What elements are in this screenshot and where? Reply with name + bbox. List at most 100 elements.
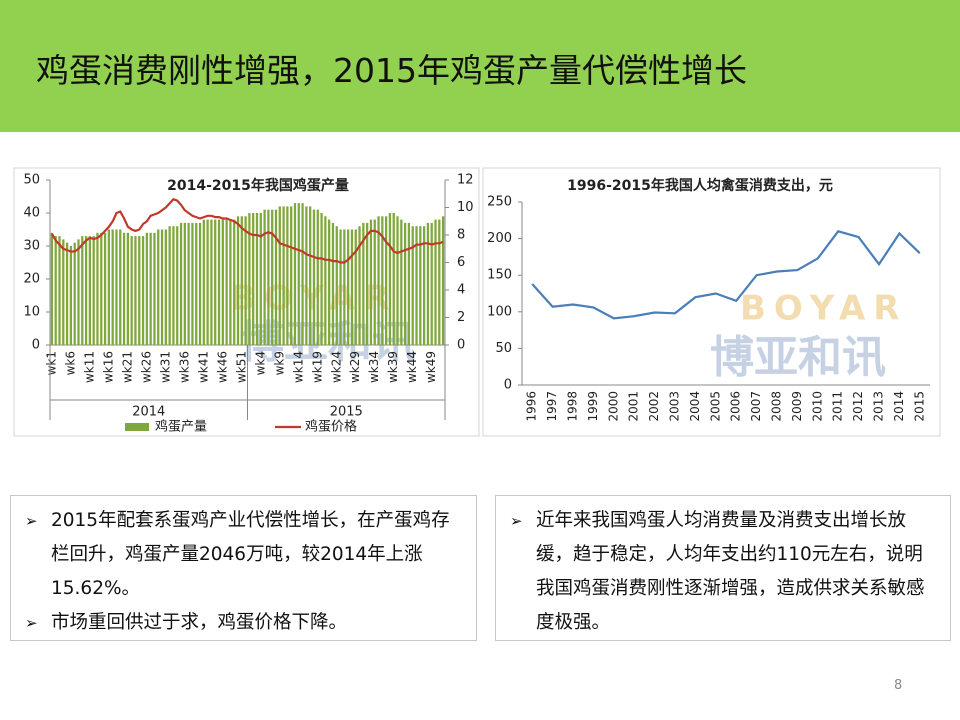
- chart-title: 1996-2015年我国人均禽蛋消费支出，元: [567, 177, 833, 194]
- bar: [153, 232, 156, 345]
- bar: [255, 213, 259, 345]
- bar: [426, 222, 430, 345]
- x-tick-label: 2008: [770, 391, 784, 422]
- bar: [50, 232, 54, 345]
- bar: [267, 209, 270, 345]
- x-tick-label: wk6: [63, 351, 77, 375]
- group-label: 2015: [330, 405, 363, 420]
- title-band: [0, 0, 960, 132]
- bar: [328, 219, 331, 345]
- bar: [221, 219, 224, 345]
- text-box: 近年来我国鸡蛋人均消费量及消费支出增长放缓，趋于稳定，人均年支出约110元左右，…: [495, 495, 951, 641]
- bar: [305, 206, 308, 345]
- bar: [388, 213, 392, 345]
- slide-title: 鸡蛋消费刚性增强，2015年鸡蛋产量代偿性增长: [36, 51, 747, 90]
- bar: [415, 226, 418, 345]
- x-tick-label: 2013: [872, 391, 886, 422]
- x-tick-label: 1999: [586, 391, 600, 422]
- x-tick-label: wk36: [177, 351, 191, 383]
- y-tick-label: 10: [23, 305, 40, 320]
- x-tick-label: 2004: [688, 391, 702, 422]
- x-tick-label: wk49: [424, 351, 438, 383]
- bar: [331, 222, 335, 345]
- bar: [187, 222, 190, 345]
- y-tick-label: 0: [504, 378, 512, 393]
- bar: [115, 229, 118, 345]
- bar: [138, 236, 141, 345]
- bar: [362, 222, 365, 345]
- y2-tick-label: 12: [457, 173, 474, 188]
- bar: [69, 246, 73, 345]
- bar: [126, 232, 129, 345]
- bar: [335, 226, 338, 345]
- x-tick-label: wk4: [253, 351, 267, 375]
- x-tick-label: wk9: [272, 351, 286, 375]
- x-tick-label: wk46: [215, 351, 229, 383]
- bar: [191, 222, 194, 345]
- bar: [164, 229, 167, 345]
- y-tick-label: 200: [487, 231, 512, 246]
- bar: [225, 219, 228, 345]
- bar: [259, 213, 262, 345]
- x-tick-label: 2014: [892, 391, 906, 422]
- x-tick-label: wk19: [310, 351, 324, 383]
- bar: [422, 226, 426, 345]
- x-tick-label: 2012: [851, 391, 865, 422]
- group-label: 2014: [132, 405, 165, 420]
- bar: [274, 209, 278, 345]
- y2-tick-label: 10: [457, 200, 474, 215]
- bar: [339, 229, 342, 345]
- x-tick-label: 2006: [729, 391, 743, 422]
- bar: [396, 216, 399, 345]
- bar: [278, 206, 281, 345]
- bar: [183, 222, 186, 345]
- bar: [297, 203, 300, 345]
- bar: [282, 206, 285, 345]
- x-tick-label: 1997: [545, 391, 559, 422]
- y2-tick-label: 4: [457, 283, 465, 298]
- bar: [381, 216, 384, 345]
- bar: [217, 219, 221, 345]
- bar: [252, 213, 255, 345]
- bar: [434, 219, 437, 345]
- bullet: 2015年配套系蛋鸡产业代偿性增长，在产蛋鸡存栏回升，鸡蛋产量2046万吨，较2…: [25, 504, 462, 606]
- x-tick-label: wk24: [329, 351, 343, 383]
- y-tick-label: 50: [495, 341, 512, 356]
- x-tick-label: 2009: [790, 391, 804, 422]
- bar: [130, 236, 133, 345]
- bar: [384, 216, 388, 345]
- bar: [358, 226, 361, 345]
- bar: [88, 236, 92, 345]
- x-tick-label: wk39: [386, 351, 400, 383]
- bar: [149, 232, 152, 345]
- x-tick-label: wk41: [196, 351, 210, 383]
- legend-label: 鸡蛋产量: [155, 419, 207, 435]
- bar: [240, 216, 243, 345]
- bar: [202, 219, 205, 345]
- bar: [58, 236, 61, 345]
- bar: [354, 229, 357, 345]
- bar: [65, 242, 69, 345]
- x-tick-label: wk26: [139, 351, 153, 383]
- y2-tick-label: 6: [457, 255, 465, 270]
- bar: [195, 222, 198, 345]
- bar: [92, 236, 95, 345]
- bar: [73, 242, 76, 345]
- bar: [229, 219, 232, 345]
- page-number: 8: [894, 678, 903, 693]
- y-tick-label: 100: [487, 304, 512, 319]
- watermark: BOYAR: [740, 289, 907, 329]
- bar: [373, 219, 376, 345]
- bar: [134, 236, 137, 345]
- bar: [286, 206, 289, 345]
- y-tick-label: 250: [487, 195, 512, 210]
- bar: [210, 219, 213, 345]
- x-tick-label: wk31: [158, 351, 172, 383]
- bar: [107, 229, 111, 345]
- chart-title: 2014-2015年我国鸡蛋产量: [167, 177, 349, 194]
- bar: [198, 222, 202, 345]
- line: [531, 230, 921, 320]
- x-tick-label: 2010: [810, 391, 824, 422]
- y2-tick-label: 8: [457, 228, 465, 243]
